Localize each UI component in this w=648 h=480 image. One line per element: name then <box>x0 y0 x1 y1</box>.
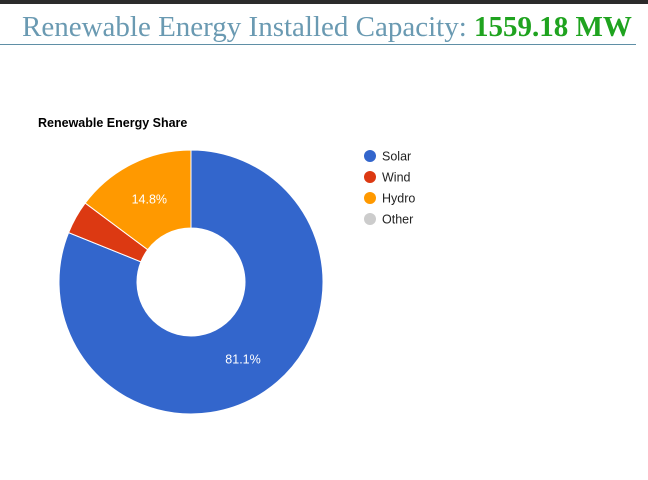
slice-solar[interactable] <box>58 149 324 415</box>
header: Renewable Energy Installed Capacity: 155… <box>0 4 636 45</box>
chart-legend: Solar Wind Hydro Other <box>364 150 415 227</box>
donut-slices <box>58 149 324 415</box>
legend-swatch-solar <box>364 150 376 162</box>
top-bar <box>0 0 648 4</box>
slice-labels: 81.1% 14.8% <box>132 192 261 366</box>
capacity-value: 1559.18 MW <box>474 11 632 43</box>
slice-label-hydro: 14.8% <box>132 192 167 206</box>
legend-swatch-wind <box>364 171 376 183</box>
slice-label-solar: 81.1% <box>225 353 260 367</box>
legend-label-other[interactable]: Other <box>382 213 413 227</box>
legend-label-hydro[interactable]: Hydro <box>382 192 415 206</box>
legend-label-wind[interactable]: Wind <box>382 171 411 185</box>
legend-swatch-hydro <box>364 192 376 204</box>
chart-title: Renewable Energy Share <box>38 116 187 130</box>
capacity-heading: Renewable Energy Installed Capacity: 155… <box>22 11 632 43</box>
legend-label-solar[interactable]: Solar <box>382 150 411 164</box>
capacity-label: Renewable Energy Installed Capacity: <box>22 11 467 43</box>
legend-swatch-other <box>364 213 376 225</box>
slice-hydro[interactable] <box>84 149 192 251</box>
